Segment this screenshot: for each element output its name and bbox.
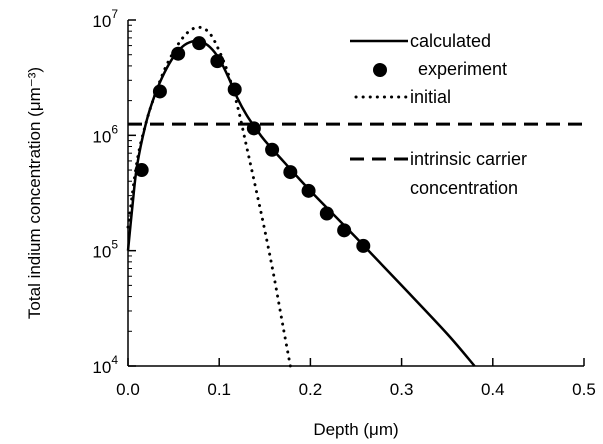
experiment-point xyxy=(192,36,207,51)
axes xyxy=(127,20,584,367)
experiment-point xyxy=(265,142,280,157)
x-tick-label: 0.3 xyxy=(390,380,414,399)
y-tick-label: 106 xyxy=(92,122,118,146)
experiment-point xyxy=(337,223,352,238)
y-tick-label: 107 xyxy=(92,7,118,31)
experiment-point xyxy=(319,206,334,221)
experiment-point xyxy=(283,165,298,180)
y-ticks: 104 105 106 107 xyxy=(92,7,136,377)
legend-marker-experiment xyxy=(373,63,387,77)
legend-label-intrinsic-carrier-concentration: concentration xyxy=(410,178,518,198)
experiment-point xyxy=(301,183,316,198)
x-axis-label: Depth (μm) xyxy=(313,420,398,439)
initial-line xyxy=(126,25,292,368)
x-tick-label: 0.2 xyxy=(299,380,323,399)
legend-label-intrinsic-carrier-concentration: intrinsic carrier xyxy=(410,149,527,169)
legend-label-initial: initial xyxy=(410,87,451,107)
experiment-point xyxy=(134,163,149,178)
experiment-point xyxy=(356,238,371,253)
legend: calculated experiment initial intrinsic car… xyxy=(350,31,527,198)
x-tick-label: 0.1 xyxy=(207,380,231,399)
y-axis-label: Total indium concentration (μm⁻³) xyxy=(25,67,44,319)
x-tick-label: 0.0 xyxy=(116,380,140,399)
legend-label-experiment: experiment xyxy=(418,59,507,79)
x-ticks: 0.0 0.1 0.2 0.3 0.4 0.5 xyxy=(116,358,596,399)
legend-label-calculated: calculated xyxy=(410,31,491,51)
x-tick-label: 0.4 xyxy=(481,380,505,399)
experiment-point xyxy=(227,82,242,97)
y-tick-label: 105 xyxy=(92,238,118,262)
y-tick-label: 104 xyxy=(92,353,118,377)
experiment-point xyxy=(210,54,225,69)
experiment-point xyxy=(171,46,186,61)
plot-area xyxy=(126,25,584,368)
x-tick-label: 0.5 xyxy=(572,380,596,399)
